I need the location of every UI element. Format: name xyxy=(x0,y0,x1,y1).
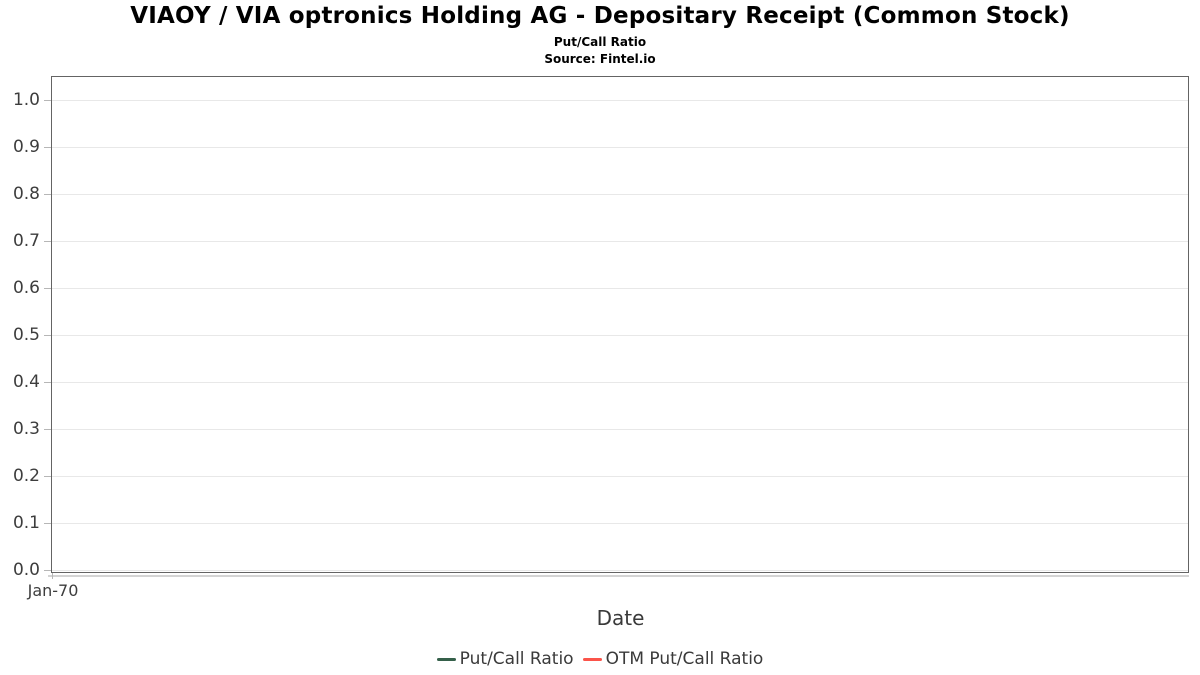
legend-item: Put/Call Ratio xyxy=(436,649,574,669)
legend: Put/Call Ratio OTM Put/Call Ratio xyxy=(0,646,1200,672)
gridline xyxy=(52,382,1188,383)
chart-source: Source: Fintel.io xyxy=(544,52,656,66)
x-tick-mark xyxy=(52,573,53,579)
y-tick-label: 0.0 xyxy=(12,560,40,580)
y-tick-label: 0.4 xyxy=(12,372,40,392)
y-tick-label: 0.5 xyxy=(12,325,40,345)
chart-title: VIAOY / VIA optronics Holding AG - Depos… xyxy=(130,3,1070,29)
plot-area xyxy=(51,76,1189,573)
chart-subtitle: Put/Call Ratio xyxy=(553,35,647,49)
y-tick-mark xyxy=(44,570,51,571)
legend-label: Put/Call Ratio xyxy=(459,649,574,669)
gridline xyxy=(52,429,1188,430)
gridline xyxy=(52,570,1188,571)
legend-line-swatch xyxy=(582,657,602,661)
legend-label: OTM Put/Call Ratio xyxy=(605,649,764,669)
y-tick-label: 0.6 xyxy=(12,278,40,298)
y-tick-label: 0.1 xyxy=(12,513,40,533)
gridline xyxy=(52,147,1188,148)
y-tick-mark xyxy=(44,523,51,524)
y-tick-label: 0.2 xyxy=(12,466,40,486)
gridline xyxy=(52,476,1188,477)
gridline xyxy=(52,288,1188,289)
x-axis-line xyxy=(48,575,1189,577)
y-tick-mark xyxy=(44,100,51,101)
legend-line-swatch xyxy=(436,657,456,661)
y-tick-label: 0.7 xyxy=(12,231,40,251)
y-tick-label: 0.9 xyxy=(12,137,40,157)
y-tick-mark xyxy=(44,147,51,148)
y-tick-mark xyxy=(44,194,51,195)
y-tick-mark xyxy=(44,429,51,430)
y-tick-mark xyxy=(44,476,51,477)
gridline xyxy=(52,194,1188,195)
x-axis-title: Date xyxy=(596,606,645,630)
y-tick-mark xyxy=(44,382,51,383)
y-tick-mark xyxy=(44,335,51,336)
gridline xyxy=(52,523,1188,524)
y-tick-label: 1.0 xyxy=(12,90,40,110)
y-tick-mark xyxy=(44,241,51,242)
y-tick-label: 0.8 xyxy=(12,184,40,204)
gridline xyxy=(52,241,1188,242)
legend-item: OTM Put/Call Ratio xyxy=(582,649,764,669)
y-tick-label: 0.3 xyxy=(12,419,40,439)
y-tick-mark xyxy=(44,288,51,289)
x-tick-label: Jan-70 xyxy=(27,581,79,600)
gridline xyxy=(52,100,1188,101)
gridline xyxy=(52,335,1188,336)
